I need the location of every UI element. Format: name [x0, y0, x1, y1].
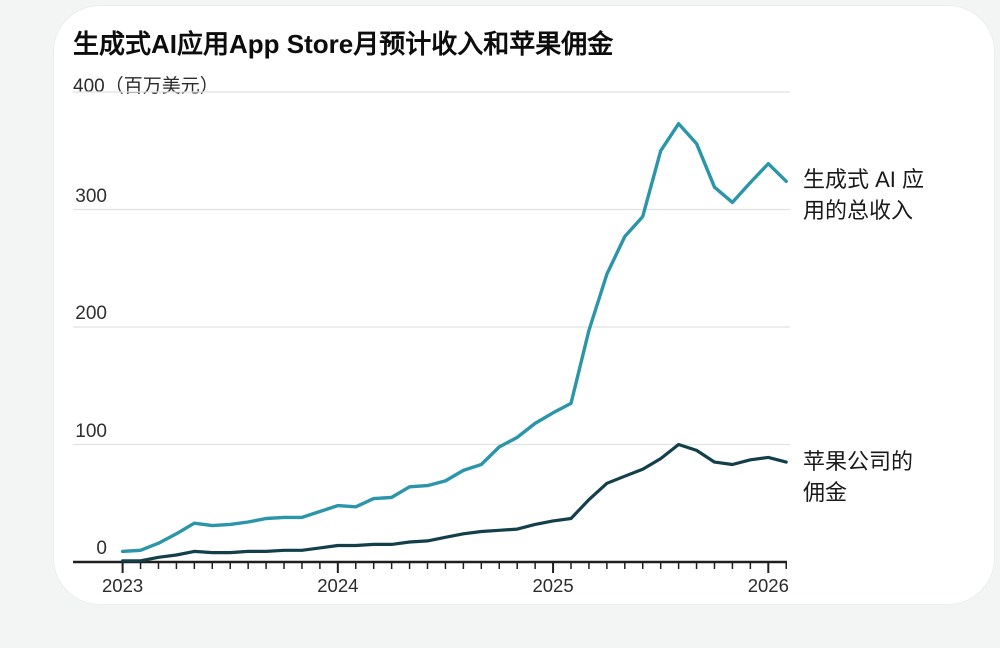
- y-axis-label-300: 300: [75, 185, 107, 207]
- y-axis-label-200: 200: [75, 303, 107, 324]
- x-axis-label-2026: 2026: [747, 575, 789, 596]
- x-axis-label-2025: 2025: [532, 575, 574, 596]
- annotation-revenue: 生成式 AI 应 用的总收入: [803, 167, 925, 223]
- annotation-commission: 苹果公司的 佣金: [803, 449, 914, 505]
- x-axis-label-2023: 2023: [102, 575, 144, 596]
- y-axis-unit-label: （百万美元）: [104, 76, 219, 97]
- y-axis-label-0: 0: [96, 538, 107, 559]
- y-axis-label-100: 100: [75, 420, 107, 442]
- y-axis-top-tick: 400: [73, 76, 105, 97]
- y-axis-unit-row: 400 （百万美元）: [73, 71, 219, 98]
- chart-title: 生成式AI应用App Store月预计收入和苹果佣金: [73, 29, 614, 59]
- x-axis-label-2024: 2024: [317, 575, 359, 596]
